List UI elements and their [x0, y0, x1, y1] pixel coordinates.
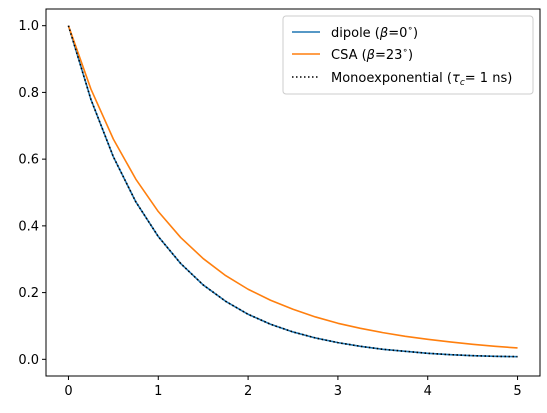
x-tick-label: 1 — [154, 384, 162, 399]
y-tick-label: 0.4 — [18, 219, 39, 234]
x-tick-label: 4 — [424, 384, 432, 399]
x-tick-label: 2 — [244, 384, 252, 399]
x-tick-label: 5 — [513, 384, 521, 399]
y-tick-label: 0.0 — [18, 353, 39, 368]
y-tick-label: 0.8 — [18, 86, 39, 101]
legend: dipole (β=0∘) CSA (β=23∘) Monoexponentia… — [282, 15, 534, 95]
plot-frame — [45, 8, 541, 377]
legend-label-dipole: dipole (β=0∘) — [331, 24, 418, 41]
y-axis: 0.0 0.2 0.4 0.6 0.8 1.0 — [18, 19, 46, 368]
y-tick-label: 1.0 — [18, 19, 39, 34]
legend-label-monoexponential: Monoexponential (τc= 1 ns) — [331, 71, 512, 88]
x-tick-label: 3 — [334, 384, 342, 399]
series-line-1 — [67, 25, 518, 349]
x-axis: 0 1 2 3 4 5 — [64, 376, 522, 399]
y-tick-label: 0.6 — [18, 153, 39, 168]
x-tick-label: 0 — [64, 384, 72, 399]
legend-label-csa: CSA (β=23∘) — [331, 46, 413, 63]
y-tick-label: 0.2 — [18, 286, 39, 301]
series-layer — [67, 25, 518, 358]
series-line-0 — [67, 25, 518, 358]
legend-frame — [282, 15, 534, 95]
